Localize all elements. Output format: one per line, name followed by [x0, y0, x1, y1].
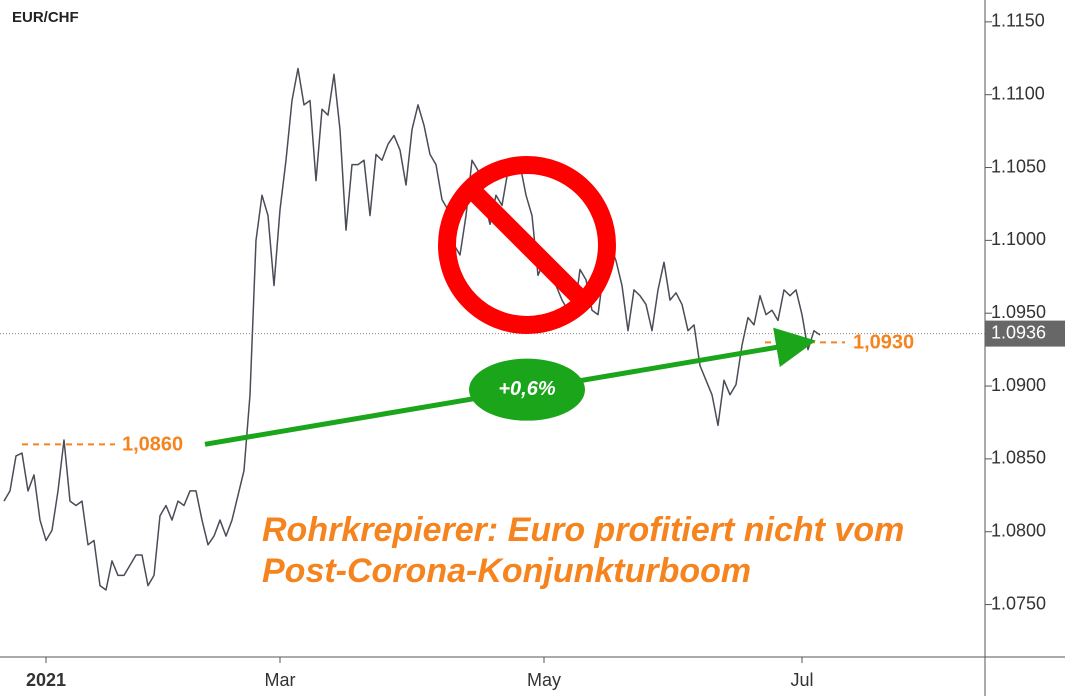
x-tick-label: 2021	[26, 670, 66, 690]
prohibition-sign	[438, 156, 616, 334]
prohibition-bar	[464, 182, 590, 308]
y-tick-label: 1.1150	[991, 11, 1045, 31]
level-start-label: 1,0860	[122, 434, 183, 456]
y-tick-label: 1.0750	[991, 593, 1046, 613]
x-tick-label: Mar	[265, 670, 296, 690]
y-tick-label: 1.0950	[991, 302, 1046, 322]
level-end-label: 1,0930	[853, 332, 914, 354]
headline: Post-Corona-Konjunkturboom	[262, 552, 751, 590]
prohibition-circle	[438, 156, 616, 334]
y-tick-label: 1.0800	[991, 520, 1046, 540]
headline: Rohrkrepierer: Euro profitiert nicht vom	[262, 511, 904, 549]
x-tick-label: Jul	[790, 670, 813, 690]
last-value-label: 1.0936	[991, 322, 1046, 342]
y-tick-label: 1.0900	[991, 375, 1046, 395]
price-line	[3, 67, 821, 591]
change-label: +0,6%	[498, 378, 555, 400]
change-badge	[469, 358, 585, 421]
y-tick-label: 1.1000	[991, 229, 1046, 249]
chart-title: EUR/CHF	[12, 9, 79, 26]
y-tick-label: 1.1100	[991, 83, 1045, 103]
y-tick-label: 1.0850	[991, 448, 1046, 468]
plot-area: 1.0750 1.0800 1.0850 1.0900 1.0950 1.1000 1.10…	[0, 11, 1065, 690]
x-tick-label: May	[527, 670, 561, 690]
y-tick-label: 1.1050	[991, 156, 1046, 176]
last-value-tag	[985, 320, 1065, 347]
